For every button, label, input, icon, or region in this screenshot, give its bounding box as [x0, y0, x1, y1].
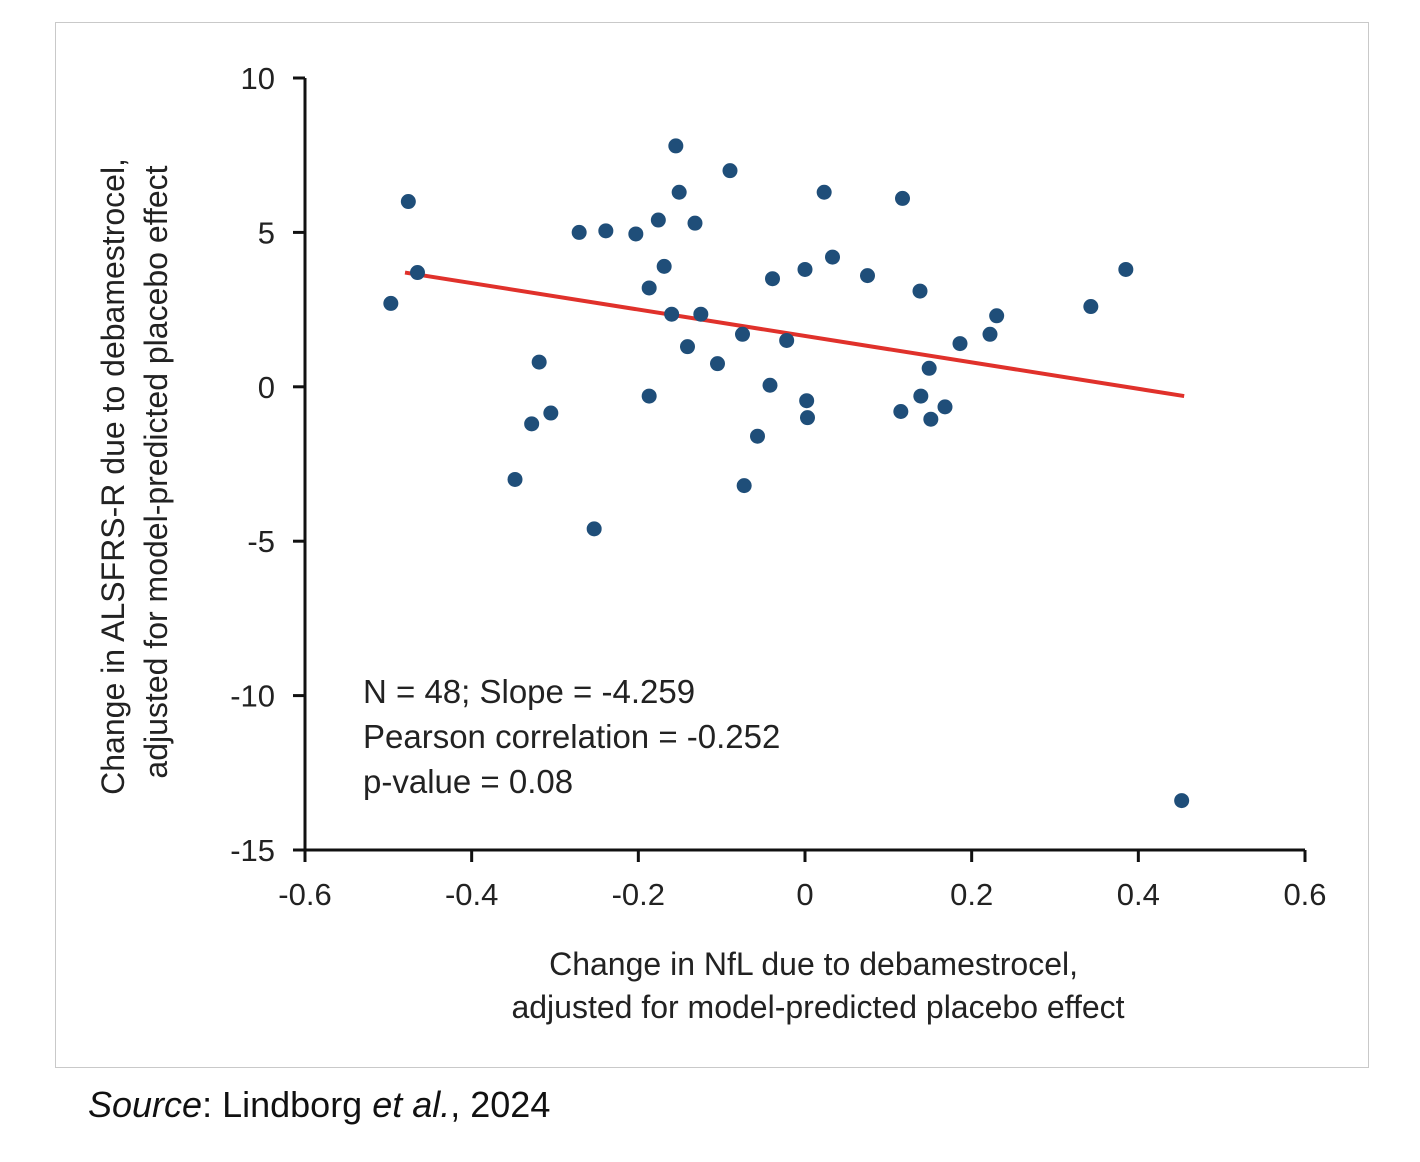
- data-point: [799, 393, 815, 409]
- annotation-pearson: Pearson correlation = -0.252: [363, 718, 780, 755]
- ticks: 10 5 0 -5 -10 -15-0.6 -0.4 -0.2 0 0.2 0.4 0.6: [230, 61, 1326, 912]
- x-tick-label: 0.6: [1283, 877, 1326, 912]
- data-point: [722, 163, 738, 179]
- data-point: [779, 332, 795, 348]
- data-point: [628, 226, 644, 242]
- data-point: [989, 308, 1005, 324]
- data-point: [687, 215, 703, 231]
- data-point: [762, 377, 778, 393]
- data-point: [671, 184, 687, 200]
- data-points: [383, 138, 1190, 809]
- data-point: [736, 478, 752, 494]
- data-point: [937, 399, 953, 415]
- figure-frame: [55, 22, 1369, 1068]
- data-point: [750, 428, 765, 444]
- data-point: [800, 410, 815, 426]
- y-axis-title: Change in ALSFRS-R due to debamestrocel,…: [95, 149, 174, 795]
- annotation-p-value: p-value = 0.08: [363, 763, 573, 800]
- data-point: [912, 283, 928, 299]
- source-citation: Source: Lindborg et al., 2024: [88, 1084, 550, 1126]
- data-point: [641, 280, 657, 296]
- data-point: [735, 326, 750, 342]
- data-point: [641, 388, 657, 404]
- y-axis-title-line-1: Change in ALSFRS-R due to debamestrocel,: [95, 158, 131, 795]
- source-et-al: et al.: [372, 1084, 451, 1125]
- data-point: [895, 190, 910, 206]
- data-point: [797, 261, 813, 277]
- data-point: [710, 356, 725, 372]
- data-point: [680, 339, 695, 355]
- data-point: [410, 265, 425, 281]
- data-point: [598, 223, 614, 239]
- data-point: [664, 306, 680, 322]
- data-point: [507, 471, 523, 487]
- data-point: [1083, 299, 1099, 315]
- annotation-n-slope: N = 48; Slope = -4.259: [363, 673, 695, 710]
- data-point: [982, 326, 998, 342]
- source-author: : Lindborg: [202, 1084, 373, 1125]
- data-point: [668, 138, 684, 154]
- data-point: [1118, 261, 1134, 277]
- y-tick-label: -5: [247, 524, 275, 559]
- source-year: , 2024: [450, 1084, 551, 1125]
- data-point: [952, 336, 968, 352]
- data-point: [693, 306, 709, 322]
- x-tick-label: 0.4: [1117, 877, 1160, 912]
- x-tick-label: -0.6: [278, 877, 331, 912]
- data-point: [571, 224, 587, 240]
- y-tick-label: 10: [241, 61, 275, 96]
- data-point: [921, 360, 937, 376]
- data-point: [816, 184, 832, 200]
- data-point: [400, 194, 416, 210]
- data-point: [383, 295, 399, 311]
- y-tick-label: 5: [258, 215, 275, 250]
- data-point: [586, 521, 602, 537]
- trendline: [404, 270, 1185, 399]
- y-axis-title-line-2: adjusted for model-predicted placebo eff…: [138, 165, 174, 778]
- data-point: [650, 212, 666, 228]
- stats-annotation: N = 48; Slope = -4.259 Pearson correlati…: [363, 673, 780, 800]
- x-tick-label: -0.2: [612, 877, 665, 912]
- data-point: [825, 249, 840, 265]
- data-point: [893, 404, 909, 420]
- data-point: [913, 388, 929, 404]
- data-point: [531, 354, 547, 370]
- data-point: [543, 405, 559, 421]
- x-axis-title-line-2: adjusted for model-predicted placebo eff…: [511, 989, 1124, 1025]
- axis-labels: Change in NfL due to debamestrocel, adju…: [95, 149, 1125, 1025]
- data-point: [860, 268, 875, 284]
- x-tick-label: 0: [796, 877, 813, 912]
- data-point: [1174, 793, 1190, 809]
- y-tick-label: -10: [230, 679, 275, 714]
- data-point: [765, 271, 780, 287]
- x-tick-label: 0.2: [950, 877, 993, 912]
- y-tick-label: 0: [258, 370, 275, 405]
- data-point: [656, 258, 672, 274]
- x-axis-title-line-1: Change in NfL due to debamestrocel,: [549, 946, 1078, 982]
- y-tick-label: -15: [230, 833, 275, 868]
- source-label: Source: [88, 1084, 203, 1125]
- data-point: [923, 411, 939, 427]
- x-axis-title: Change in NfL due to debamestrocel, adju…: [511, 946, 1124, 1025]
- trendline-layer: [404, 270, 1185, 399]
- data-point: [524, 416, 540, 432]
- x-tick-label: -0.4: [445, 877, 498, 912]
